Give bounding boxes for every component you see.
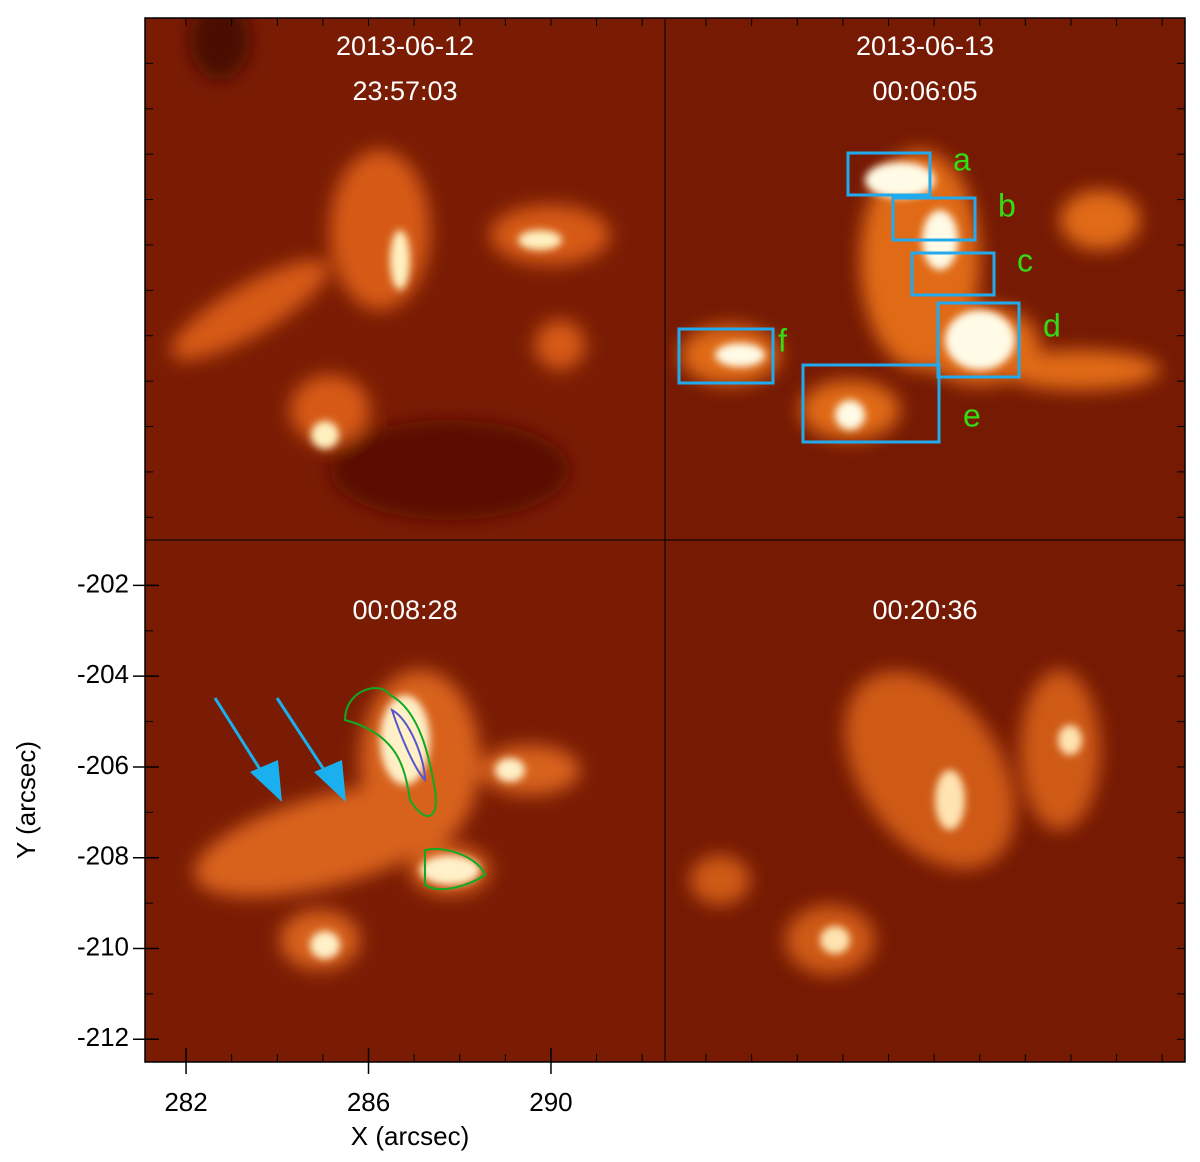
box-label: a: [953, 141, 971, 177]
panel-time: 00:06:05: [872, 76, 977, 106]
y-axis-title: Y (arcsec): [11, 741, 41, 859]
x-tick-label: 282: [164, 1087, 207, 1117]
box-label: f: [778, 322, 787, 358]
y-tick-label: -206: [77, 750, 129, 780]
x-tick-label: 286: [347, 1087, 390, 1117]
region-box: [891, 196, 977, 242]
panel-date: 2013-06-13: [856, 31, 994, 61]
region-box: [910, 251, 996, 297]
y-tick-label: -210: [77, 931, 129, 961]
box-label: d: [1043, 307, 1061, 343]
panel-3-image: [145, 540, 665, 1062]
region-box: [801, 363, 941, 444]
region-box: [677, 327, 775, 385]
panel-time: 23:57:03: [352, 76, 457, 106]
panel-4-image: [665, 540, 1185, 1062]
x-tick-label: 290: [529, 1087, 572, 1117]
y-tick-label: -212: [77, 1022, 129, 1052]
y-tick-label: -208: [77, 841, 129, 871]
panel-1-image: [145, 18, 665, 540]
x-axis-title: X (arcsec): [351, 1121, 469, 1151]
panel-2-image: [665, 18, 1185, 540]
y-tick-label: -202: [77, 568, 129, 598]
region-box: [846, 151, 932, 197]
panel-time: 00:08:28: [352, 595, 457, 625]
panel-time: 00:20:36: [872, 595, 977, 625]
region-box: [936, 301, 1021, 379]
box-label: b: [998, 187, 1016, 223]
panel-date: 2013-06-12: [336, 31, 474, 61]
y-tick-label: -204: [77, 659, 129, 689]
box-label: c: [1017, 242, 1033, 278]
box-label: e: [963, 397, 981, 433]
